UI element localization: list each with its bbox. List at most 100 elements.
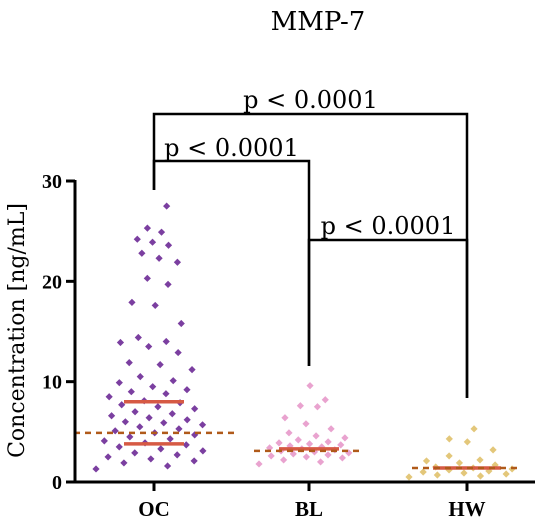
data-point: [162, 390, 170, 398]
significance-brackets: p < 0.0001 p < 0.0001 p < 0.0001: [152, 86, 469, 398]
data-point: [445, 466, 453, 474]
data-point: [182, 441, 190, 449]
data-point: [455, 459, 464, 467]
data-point: [115, 379, 123, 387]
data-point: [145, 414, 153, 422]
p-value-label: p < 0.0001: [243, 86, 378, 114]
data-point: [267, 452, 275, 460]
data-point: [120, 459, 128, 467]
data-point: [489, 446, 497, 454]
data-point: [422, 457, 431, 465]
data-point: [116, 338, 125, 347]
p-value-label: p < 0.0001: [321, 212, 456, 240]
data-point: [145, 342, 153, 351]
data-point: [285, 429, 293, 437]
data-point: [92, 465, 100, 473]
data-point: [128, 298, 136, 307]
data-point: [327, 425, 335, 433]
data-point: [163, 202, 171, 210]
data-point: [169, 377, 177, 385]
x-tick-label: OC: [138, 497, 170, 521]
axes: 0 10 20 30 OC BL HW: [42, 171, 535, 521]
chart-title: MMP-7: [271, 7, 366, 37]
data-point: [324, 451, 332, 459]
data-point: [136, 373, 144, 381]
data-point: [445, 452, 453, 460]
data-point: [460, 469, 468, 477]
data-point: [149, 383, 157, 391]
data-point: [470, 425, 478, 433]
data-point: [198, 421, 207, 429]
data-point: [125, 359, 133, 367]
x-tick-label: HW: [448, 497, 485, 521]
data-point: [143, 224, 151, 232]
data-point: [302, 453, 311, 461]
data-point: [405, 473, 413, 481]
data-point: [131, 449, 139, 457]
p-value-label: p < 0.0001: [164, 134, 299, 162]
data-point: [177, 319, 185, 328]
data-point: [191, 405, 199, 413]
data-point: [341, 434, 349, 442]
y-tick-label: 0: [52, 472, 62, 494]
data-point: [173, 258, 182, 266]
data-point: [155, 254, 163, 262]
data-point: [115, 443, 123, 451]
data-point: [275, 439, 283, 447]
data-point: [306, 382, 314, 390]
y-axis-label: Concentration [ng/mL]: [5, 203, 30, 458]
y-tick-label: 20: [42, 271, 62, 293]
data-point: [302, 420, 310, 428]
data-point: [107, 412, 116, 420]
data-point: [338, 454, 346, 462]
data-point: [476, 472, 485, 480]
data-point: [118, 401, 126, 409]
data-point: [175, 425, 183, 433]
data-point: [502, 470, 510, 478]
y-tick-label: 10: [42, 372, 62, 394]
data-point: [312, 432, 320, 440]
data-point: [280, 456, 288, 464]
data-point: [255, 460, 263, 468]
data-point: [485, 467, 493, 475]
data-point: [105, 393, 113, 401]
data-point: [281, 414, 289, 422]
data-point: [163, 462, 172, 470]
data-point: [316, 458, 325, 466]
data-point: [188, 366, 196, 374]
data-point: [164, 241, 173, 249]
data-point: [337, 441, 345, 449]
data-point: [199, 447, 207, 455]
data-point: [157, 228, 166, 236]
data-point: [190, 457, 198, 465]
x-tick-label: BL: [295, 497, 323, 521]
data-point: [174, 348, 182, 357]
data-point: [294, 436, 302, 444]
data-point: [445, 435, 453, 443]
data-point: [321, 396, 329, 404]
data-point: [183, 386, 191, 394]
data-point: [138, 249, 146, 257]
summary-lines: [74, 399, 522, 470]
data-point: [134, 333, 142, 342]
data-point: [313, 403, 322, 411]
data-point: [131, 408, 139, 416]
data-point: [133, 235, 141, 243]
data-point: [324, 438, 332, 446]
data-point: [296, 402, 304, 410]
data-point: [156, 361, 164, 369]
data-point: [111, 427, 119, 435]
data-point: [136, 423, 144, 431]
data-point: [318, 443, 326, 451]
data-point: [168, 410, 176, 418]
data-point: [100, 437, 108, 445]
data-point: [173, 451, 181, 459]
data-point: [127, 388, 135, 396]
data-point: [463, 438, 471, 446]
data-point: [160, 419, 168, 427]
data-point: [433, 471, 441, 479]
data-point: [147, 455, 155, 463]
data-point: [305, 440, 314, 448]
